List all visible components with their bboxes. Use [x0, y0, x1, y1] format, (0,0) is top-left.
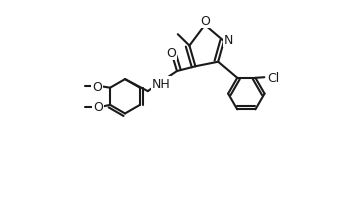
- Text: O: O: [93, 101, 103, 114]
- Text: O: O: [92, 80, 102, 93]
- Text: O: O: [201, 15, 210, 28]
- Text: O: O: [166, 47, 176, 60]
- Text: N: N: [224, 34, 233, 47]
- Text: NH: NH: [152, 77, 171, 90]
- Text: Cl: Cl: [268, 71, 280, 84]
